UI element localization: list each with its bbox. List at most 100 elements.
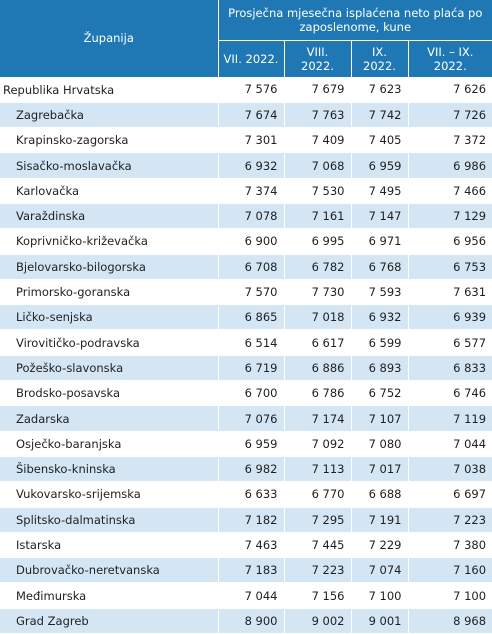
region-name-cell: Šibensko-kninska xyxy=(0,456,218,483)
wage-value-cell: 6 956 xyxy=(407,228,492,255)
wage-value-cell: 6 786 xyxy=(283,380,351,407)
table-row: Zagrebačka 7 674 7 763 7 742 7 726 xyxy=(0,102,492,129)
wage-value-cell: 7 017 xyxy=(350,456,408,483)
wage-value-cell: 8 900 xyxy=(217,608,284,634)
wage-value-cell: 7 174 xyxy=(283,405,351,432)
wage-value-cell: 7 626 xyxy=(407,77,492,103)
table-row: Grad Zagreb 8 900 9 002 9 001 8 968 xyxy=(0,608,492,634)
table-row: Koprivničko-križevačka 6 900 6 995 6 971 6 9… xyxy=(0,228,492,255)
region-name-cell: Bjelovarsko-bilogorska xyxy=(0,254,218,280)
region-name-cell: Splitsko-dalmatinska xyxy=(0,507,218,533)
wage-value-cell: 6 746 xyxy=(407,380,492,407)
region-column-header: Županija xyxy=(0,0,219,78)
wage-value-cell: 6 617 xyxy=(283,329,351,356)
table-row: Varaždinska 7 078 7 161 7 147 7 129 xyxy=(0,203,492,230)
table-row: Brodsko-posavska 6 700 6 786 6 752 6 746 xyxy=(0,380,492,407)
region-name-cell: Zadarska xyxy=(0,405,218,432)
wage-value-cell: 7 161 xyxy=(283,203,351,230)
wage-value-cell: 7 295 xyxy=(283,507,351,533)
wage-value-cell: 9 001 xyxy=(350,608,408,634)
wage-value-cell: 6 599 xyxy=(350,329,408,356)
column-header-sep: IX. 2022. xyxy=(350,40,408,77)
wage-value-cell: 7 018 xyxy=(283,304,351,331)
wage-value-cell: 7 107 xyxy=(350,405,408,432)
region-name-cell: Sisačko-moslavačka xyxy=(0,152,218,179)
region-name-cell: Republika Hrvatska xyxy=(0,77,218,103)
wage-value-cell: 6 865 xyxy=(217,304,284,331)
wage-value-cell: 7 405 xyxy=(350,127,408,154)
wage-value-cell: 7 223 xyxy=(407,507,492,533)
wage-value-cell: 6 886 xyxy=(283,355,351,382)
region-name-cell: Krapinsko-zagorska xyxy=(0,127,218,154)
table-row: Sisačko-moslavačka 6 932 7 068 6 959 6 986 xyxy=(0,152,492,179)
region-name-cell: Osječko-baranjska xyxy=(0,431,218,457)
wage-value-cell: 7 466 xyxy=(407,178,492,204)
wage-value-cell: 6 995 xyxy=(283,228,351,255)
region-name-cell: Istarska xyxy=(0,532,218,559)
wage-value-cell: 7 570 xyxy=(217,279,284,306)
wage-value-cell: 9 002 xyxy=(283,608,351,634)
table-row: Virovitičko-podravska 6 514 6 617 6 599 6 57… xyxy=(0,329,492,356)
region-name-cell: Požeško-slavonska xyxy=(0,355,218,382)
wage-value-cell: 7 495 xyxy=(350,178,408,204)
wage-value-cell: 7 674 xyxy=(217,102,284,129)
wage-group-header: Prosječna mjesečna isplaćena neto plaća … xyxy=(218,0,492,41)
wage-value-cell: 7 380 xyxy=(407,532,492,559)
wage-value-cell: 6 633 xyxy=(217,481,284,508)
wage-value-cell: 7 147 xyxy=(350,203,408,230)
wage-value-cell: 6 770 xyxy=(283,481,351,508)
region-name-cell: Ličko-senjska xyxy=(0,304,218,331)
wage-value-cell: 7 409 xyxy=(283,127,351,154)
wage-value-cell: 7 679 xyxy=(283,77,351,103)
region-name-cell: Primorsko-goranska xyxy=(0,279,218,306)
wage-value-cell: 7 593 xyxy=(350,279,408,306)
wage-value-cell: 7 374 xyxy=(217,178,284,204)
wage-value-cell: 6 932 xyxy=(217,152,284,179)
table-row: Osječko-baranjska 6 959 7 092 7 080 7 044 xyxy=(0,431,492,457)
table-row: Splitsko-dalmatinska 7 182 7 295 7 191 7 223 xyxy=(0,507,492,533)
table-row: Šibensko-kninska 6 982 7 113 7 017 7 038 xyxy=(0,456,492,483)
wage-value-cell: 6 782 xyxy=(283,254,351,280)
region-name-cell: Vukovarsko-srijemska xyxy=(0,481,218,508)
wage-value-cell: 6 577 xyxy=(407,329,492,356)
wage-value-cell: 6 697 xyxy=(407,481,492,508)
wage-value-cell: 6 833 xyxy=(407,355,492,382)
region-name-cell: Brodsko-posavska xyxy=(0,380,218,407)
wage-value-cell: 7 530 xyxy=(283,178,351,204)
wage-value-cell: 7 301 xyxy=(217,127,284,154)
column-header-aug: VIII. 2022. xyxy=(283,40,351,77)
wage-value-cell: 7 623 xyxy=(350,77,408,103)
wage-value-cell: 7 068 xyxy=(283,152,351,179)
wage-value-cell: 7 463 xyxy=(217,532,284,559)
wage-value-cell: 7 080 xyxy=(350,431,408,457)
region-name-cell: Zagrebačka xyxy=(0,102,218,129)
wage-value-cell: 7 742 xyxy=(350,102,408,129)
wage-value-cell: 7 074 xyxy=(350,557,408,584)
wage-value-cell: 7 763 xyxy=(283,102,351,129)
table-row: Republika Hrvatska 7 576 7 679 7 623 7 626 xyxy=(0,77,492,103)
table-row: Primorsko-goranska 7 570 7 730 7 593 7 631 xyxy=(0,279,492,306)
wage-value-cell: 7 372 xyxy=(407,127,492,154)
wage-value-cell: 6 939 xyxy=(407,304,492,331)
wage-value-cell: 6 752 xyxy=(350,380,408,407)
region-name-cell: Grad Zagreb xyxy=(0,608,218,634)
table-row: Vukovarsko-srijemska 6 633 6 770 6 688 6 697 xyxy=(0,481,492,508)
wage-value-cell: 6 753 xyxy=(407,254,492,280)
wage-value-cell: 7 076 xyxy=(217,405,284,432)
wage-value-cell: 7 576 xyxy=(217,77,284,103)
region-name-cell: Karlovačka xyxy=(0,178,218,204)
wage-value-cell: 6 768 xyxy=(350,254,408,280)
table-header: Županija Prosječna mjesečna isplaćena ne… xyxy=(0,0,492,78)
wage-value-cell: 6 719 xyxy=(217,355,284,382)
wage-value-cell: 7 119 xyxy=(407,405,492,432)
wage-value-cell: 7 038 xyxy=(407,456,492,483)
wage-value-cell: 6 514 xyxy=(217,329,284,356)
region-name-cell: Međimurska xyxy=(0,582,218,609)
wage-value-cell: 6 959 xyxy=(350,152,408,179)
wage-value-cell: 7 445 xyxy=(283,532,351,559)
table-row: Karlovačka 7 374 7 530 7 495 7 466 xyxy=(0,178,492,204)
table-row: Bjelovarsko-bilogorska 6 708 6 782 6 768 6 7… xyxy=(0,254,492,280)
region-name-cell: Varaždinska xyxy=(0,203,218,230)
wage-value-cell: 7 044 xyxy=(407,431,492,457)
wage-value-cell: 7 631 xyxy=(407,279,492,306)
